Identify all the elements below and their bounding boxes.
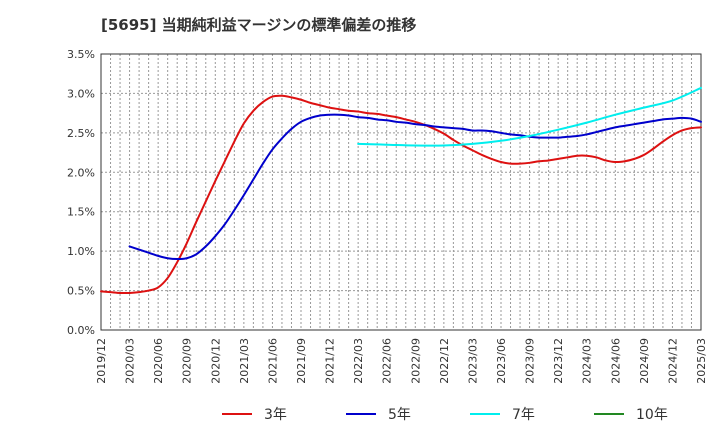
- x-tick-label: 2021/09: [295, 338, 308, 384]
- x-tick-label: 2023/03: [466, 338, 479, 384]
- x-tick-label: 2022/06: [381, 338, 394, 384]
- x-tick-label: 2024/03: [581, 338, 594, 384]
- plot-border: [100, 53, 702, 331]
- x-tick-label: 2020/06: [152, 338, 165, 384]
- x-tick-label: 2021/12: [324, 338, 337, 384]
- x-tick-label: 2019/12: [95, 338, 108, 384]
- legend-label-2: 7年: [512, 407, 535, 423]
- legend-label-0: 3年: [264, 407, 287, 423]
- x-tick-label: 2022/03: [352, 338, 365, 384]
- x-tick-label: 2020/12: [209, 338, 222, 384]
- series-line-1: [128, 113, 702, 261]
- x-tick-label: 2022/12: [438, 338, 451, 384]
- x-tick-label: 2024/06: [609, 338, 622, 384]
- x-tick-label: 2025/03: [695, 338, 708, 384]
- chart-title: [5695] 当期純利益マージンの標準偏差の推移: [101, 16, 416, 34]
- x-tick-label: 2024/12: [666, 338, 679, 384]
- y-tick-label: 0.5%: [67, 285, 95, 298]
- legend-label-1: 5年: [388, 407, 411, 423]
- x-tick-label: 2020/03: [124, 338, 137, 384]
- series-line-0: [100, 94, 702, 295]
- legend-label-3: 10年: [636, 407, 668, 423]
- x-tick-label: 2020/09: [181, 338, 194, 384]
- y-tick-label: 2.5%: [67, 127, 95, 140]
- y-tick-label: 0.0%: [67, 324, 95, 337]
- x-tick-label: 2023/09: [524, 338, 537, 384]
- y-tick-label: 1.5%: [67, 206, 95, 219]
- x-tick-label: 2024/09: [638, 338, 651, 384]
- x-tick-label: 2021/06: [266, 338, 279, 384]
- y-tick-label: 3.0%: [67, 87, 95, 100]
- plot-area: [101, 54, 701, 330]
- y-tick-label: 3.5%: [67, 48, 95, 61]
- y-tick-label: 1.0%: [67, 245, 95, 258]
- series-line-2: [357, 86, 702, 147]
- x-tick-label: 2023/06: [495, 338, 508, 384]
- y-tick-label: 2.0%: [67, 166, 95, 179]
- x-tick-label: 2023/12: [552, 338, 565, 384]
- x-tick-label: 2022/09: [409, 338, 422, 384]
- x-tick-label: 2021/03: [238, 338, 251, 384]
